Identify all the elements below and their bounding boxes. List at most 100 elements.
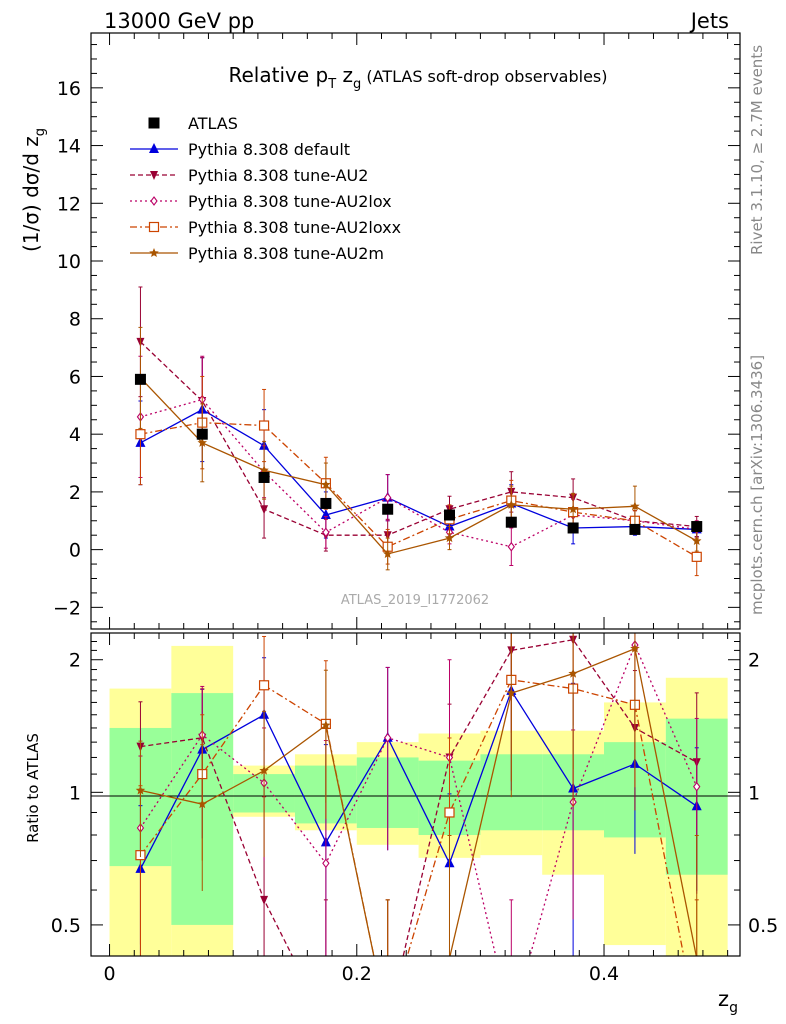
legend-label: Pythia 8.308 tune-AU2m [188, 244, 384, 263]
ratio-point [197, 799, 207, 809]
header-right: Jets [689, 9, 729, 33]
y-tick-label: 16 [57, 78, 81, 100]
y-tick-label: 12 [57, 193, 81, 215]
data-point [444, 533, 455, 543]
header-left: 13000 GeV pp [104, 9, 254, 33]
data-point [382, 503, 394, 515]
data-point [629, 523, 641, 535]
ratio-line [139, 679, 685, 956]
legend-marker [148, 117, 160, 129]
legend-label: Pythia 8.308 tune-AU2 [188, 166, 368, 185]
legend-marker [149, 248, 159, 257]
legend-entry: Pythia 8.308 tune-AU2m [130, 244, 384, 263]
y-tick-label: 4 [69, 424, 81, 446]
legend-marker [150, 171, 158, 180]
x-tick-label: 0.4 [589, 963, 619, 985]
ratio-line [140, 647, 697, 956]
y-axis-label: (1/σ) dσ/d zg [19, 128, 48, 252]
ratio-tick-label-right: 2 [748, 650, 760, 672]
ratio-tick-label: 1 [69, 782, 81, 804]
y-tick-label: 10 [57, 251, 81, 273]
ratio-point [693, 781, 701, 792]
ratio-point [260, 895, 269, 905]
data-point [321, 479, 331, 489]
side-label-bottom: mcplots.cern.ch [arXiv:1306.3436] [748, 355, 766, 615]
data-point [320, 497, 332, 509]
ratio-line [139, 689, 698, 870]
side-label-top: Rivet 3.1.10, ≥ 2.7M events [748, 45, 766, 255]
series-atlas [134, 373, 703, 535]
legend-label: Pythia 8.308 tune-AU2lox [188, 192, 392, 211]
ratio-plot-series [135, 633, 702, 956]
series-line [139, 377, 698, 555]
legend-entry: Pythia 8.308 tune-AU2lox [130, 192, 392, 211]
legend-entry: Pythia 8.308 default [130, 140, 350, 159]
main-plot-frame [90, 32, 741, 630]
ratio-line [140, 639, 698, 956]
data-point [320, 508, 331, 519]
ratio-point [506, 688, 517, 698]
data-point [506, 499, 517, 509]
x-tick-label: 0 [103, 963, 115, 985]
legend: ATLAS Pythia 8.308 default Pythia 8.308 tu… [130, 114, 401, 263]
y-tick-label: 14 [57, 136, 81, 158]
data-point [567, 522, 579, 534]
x-axis-label: zg [718, 987, 738, 1016]
data-point [383, 492, 392, 503]
ratio-plot-frame [90, 632, 741, 957]
ratio-point [444, 807, 455, 818]
y-tick-label: 0 [69, 540, 81, 562]
data-point [505, 516, 517, 528]
series-pythia-8-308-tune-au2lox [136, 355, 701, 567]
series-line [139, 341, 697, 536]
legend-entry: Pythia 8.308 tune-AU2 [130, 166, 368, 185]
data-point [630, 501, 640, 511]
ratio-point [135, 785, 146, 795]
data-point [443, 509, 455, 521]
data-point [322, 527, 330, 538]
chart-title: Relative pT zg (ATLAS soft-drop observab… [228, 63, 607, 92]
ratio-y-axis-label: Ratio to ATLAS [24, 733, 42, 843]
legend-marker [150, 196, 158, 206]
ratio-tick-label-right: 0.5 [748, 915, 778, 937]
ratio-series-pythia-8-308-tune-au2m [135, 633, 699, 956]
data-point [382, 549, 393, 558]
ratio-tick-label: 2 [69, 650, 81, 672]
data-point [568, 504, 578, 514]
data-point [692, 536, 702, 545]
legend-entry: Pythia 8.308 tune-AU2loxx [130, 218, 401, 237]
ratio-tick-label: 0.5 [51, 915, 81, 937]
data-point [197, 437, 207, 447]
data-point [691, 521, 703, 533]
series-line [140, 408, 697, 531]
series-line [140, 398, 697, 548]
data-point [260, 505, 269, 515]
watermark-analysis: ATLAS_2019_I1772062 [341, 593, 489, 608]
ratio-point [259, 765, 269, 775]
legend-label: Pythia 8.308 default [188, 140, 350, 159]
ratio-point [383, 732, 392, 743]
legend-label: Pythia 8.308 tune-AU2loxx [188, 218, 401, 237]
series-line [140, 421, 698, 558]
ratio-point [321, 720, 331, 730]
ratio-point [630, 643, 640, 653]
x-tick-label: 0.2 [342, 963, 372, 985]
main-plot-series [134, 286, 703, 577]
ratio-point [568, 668, 578, 678]
legend-entry: ATLAS [148, 114, 238, 133]
svg-text:(1/σ) dσ/d zg: (1/σ) dσ/d zg [19, 128, 48, 252]
data-point [134, 373, 146, 385]
series-pythia-8-308-tune-au2m [135, 326, 702, 571]
data-point [135, 429, 146, 440]
data-point [507, 541, 515, 552]
y-tick-label: 6 [69, 366, 81, 388]
legend-marker [148, 221, 160, 233]
ratio-line [139, 643, 698, 956]
ratio-point [322, 858, 330, 869]
data-point [196, 428, 208, 440]
legend-label: ATLAS [188, 114, 238, 133]
data-point [258, 420, 270, 431]
data-point [258, 471, 270, 483]
